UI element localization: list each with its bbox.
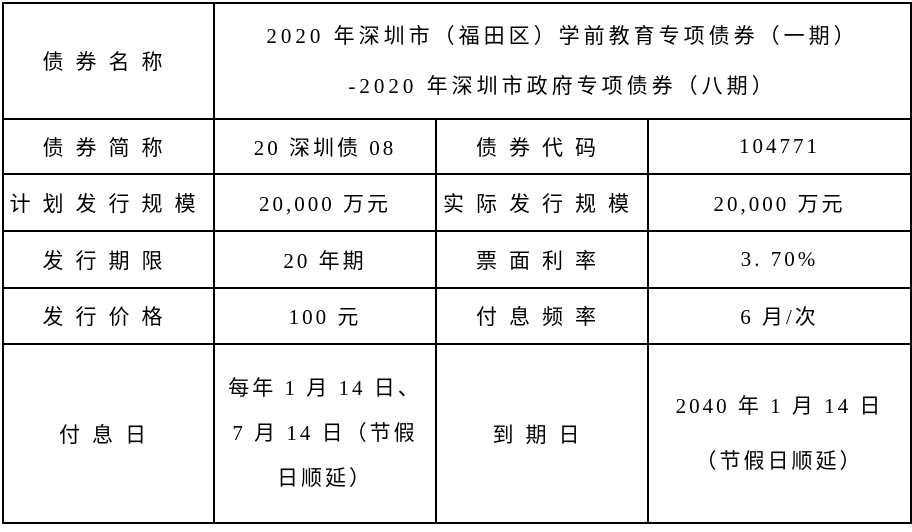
interest-frequency-value: 6 月/次 <box>647 287 912 345</box>
issue-price-value: 100 元 <box>213 287 437 345</box>
coupon-rate-label: 票面利率 <box>435 230 649 289</box>
table-row: 付息日 每年 1 月 14 日、 7 月 14 日（节假 日顺延） 到期日 20… <box>2 343 912 524</box>
issue-term-label: 发行期限 <box>2 230 215 289</box>
interest-payment-date-line3: 日顺延） <box>277 466 373 490</box>
table-row: 债券简称 20 深圳债 08 债券代码 104771 <box>2 118 912 175</box>
actual-issue-size-label: 实际发行规模 <box>435 173 649 232</box>
actual-issue-size-value: 20,000 万元 <box>647 173 912 232</box>
issue-term-value: 20 年期 <box>213 230 437 289</box>
coupon-rate-value: 3. 70% <box>647 230 912 289</box>
interest-payment-date-line2: 7 月 14 日（节假 <box>232 421 418 445</box>
bond-name-label: 债券名称 <box>2 2 215 120</box>
interest-payment-date-value: 每年 1 月 14 日、 7 月 14 日（节假 日顺延） <box>213 343 437 524</box>
maturity-date-line2: （节假日顺延） <box>695 448 864 473</box>
maturity-date-label: 到期日 <box>435 343 649 524</box>
maturity-date-value: 2040 年 1 月 14 日 （节假日顺延） <box>647 343 912 524</box>
planned-issue-size-label: 计划发行规模 <box>2 173 215 232</box>
bond-name-value: 2020 年深圳市（福田区）学前教育专项债券（一期） -2020 年深圳市政府专… <box>213 2 912 120</box>
bond-name-value-line1: 2020 年深圳市（福田区）学前教育专项债券（一期） <box>266 24 859 48</box>
maturity-date-line1: 2040 年 1 月 14 日 <box>675 393 884 418</box>
bond-abbr-value: 20 深圳债 08 <box>213 118 437 175</box>
table-row: 计划发行规模 20,000 万元 实际发行规模 20,000 万元 <box>2 173 912 232</box>
bond-code-value: 104771 <box>647 118 912 175</box>
bond-abbr-label: 债券简称 <box>2 118 215 175</box>
bond-info-table: 债券名称 2020 年深圳市（福田区）学前教育专项债券（一期） -2020 年深… <box>2 2 912 524</box>
table-row: 债券名称 2020 年深圳市（福田区）学前教育专项债券（一期） -2020 年深… <box>2 2 912 120</box>
issue-price-label: 发行价格 <box>2 287 215 345</box>
interest-payment-date-label: 付息日 <box>2 343 215 524</box>
bond-code-label: 债券代码 <box>435 118 649 175</box>
interest-frequency-label: 付息频率 <box>435 287 649 345</box>
table-row: 发行期限 20 年期 票面利率 3. 70% <box>2 230 912 289</box>
table-row: 发行价格 100 元 付息频率 6 月/次 <box>2 287 912 345</box>
bond-name-value-line2: -2020 年深圳市政府专项债券（八期） <box>348 74 777 98</box>
planned-issue-size-value: 20,000 万元 <box>213 173 437 232</box>
interest-payment-date-line1: 每年 1 月 14 日、 <box>228 376 422 400</box>
